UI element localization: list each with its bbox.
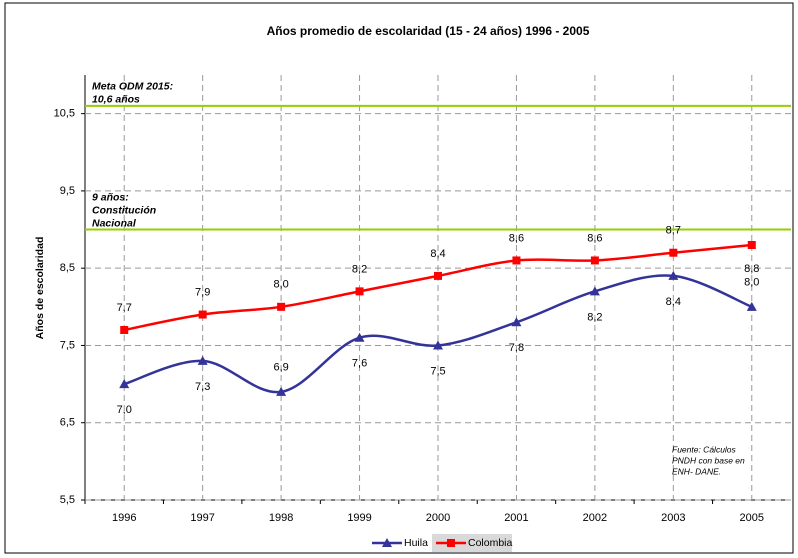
marker xyxy=(512,256,521,265)
data-label: 7,0 xyxy=(117,404,132,416)
reference-label: Nacional xyxy=(92,217,137,229)
marker xyxy=(434,271,442,280)
marker xyxy=(746,301,757,311)
data-label: 8,6 xyxy=(587,232,602,244)
reference-label: Constitución xyxy=(92,204,156,216)
marker xyxy=(276,386,287,396)
y-tick-label: 7,5 xyxy=(60,339,75,351)
data-label: 8,6 xyxy=(509,232,524,244)
source-note: Fuente: Cálculos xyxy=(672,444,737,454)
y-tick-label: 5,5 xyxy=(60,494,75,506)
legend-highlight xyxy=(432,534,512,552)
data-label: 8,4 xyxy=(666,296,681,308)
data-label: 7,3 xyxy=(195,381,210,393)
data-label: 6,9 xyxy=(273,362,288,374)
y-tick-label: 10,5 xyxy=(54,108,75,120)
chart-border xyxy=(4,2,794,554)
x-tick-label: 2001 xyxy=(504,512,528,524)
data-label: 8,0 xyxy=(273,279,288,291)
chart-title: Años promedio de escolaridad (15 - 24 añ… xyxy=(267,24,590,38)
marker xyxy=(447,539,455,547)
y-tick-label: 9,5 xyxy=(60,185,75,197)
data-label: 7,9 xyxy=(195,286,210,298)
marker xyxy=(589,286,600,296)
data-label: 8,2 xyxy=(352,263,367,275)
data-label: 8,2 xyxy=(587,311,602,323)
x-tick-label: 2002 xyxy=(583,512,607,524)
legend-label: Colombia xyxy=(468,537,513,549)
source-note: ENH- DANE. xyxy=(672,466,721,476)
marker xyxy=(382,538,392,547)
marker xyxy=(119,379,130,389)
data-label: 7,7 xyxy=(117,302,132,314)
reference-label: 9 años: xyxy=(92,191,129,203)
y-tick-label: 8,5 xyxy=(60,262,75,274)
marker xyxy=(197,355,208,365)
marker xyxy=(354,332,365,342)
x-tick-label: 1996 xyxy=(112,512,136,524)
marker xyxy=(747,241,756,249)
marker xyxy=(355,287,364,296)
x-tick-label: 2005 xyxy=(740,512,764,524)
marker xyxy=(198,310,207,319)
reference-label: 10,6 años xyxy=(92,94,140,106)
data-label: 8,0 xyxy=(744,277,759,289)
marker xyxy=(120,326,129,334)
marker xyxy=(433,340,443,350)
marker xyxy=(277,302,286,311)
marker xyxy=(590,256,599,265)
data-label: 8,7 xyxy=(666,225,681,237)
x-tick-label: 1997 xyxy=(190,512,214,524)
data-label: 8,8 xyxy=(744,263,759,275)
x-tick-label: 2000 xyxy=(426,512,450,524)
reference-label: Meta ODM 2015: xyxy=(92,81,173,93)
data-label: 7,8 xyxy=(509,342,524,354)
data-label: 7,6 xyxy=(352,358,367,370)
marker xyxy=(669,248,678,257)
data-label: 7,5 xyxy=(430,365,445,377)
y-axis-label: Años de escolaridad xyxy=(34,237,46,340)
x-tick-label: 2003 xyxy=(661,512,685,524)
source-note: PNDH con base en xyxy=(672,455,745,465)
legend-label: Huila xyxy=(404,537,428,549)
y-tick-label: 6,5 xyxy=(60,417,75,429)
marker xyxy=(668,270,679,280)
x-tick-label: 1999 xyxy=(347,512,371,524)
x-tick-label: 1998 xyxy=(269,512,293,524)
marker xyxy=(511,317,522,327)
data-label: 8,4 xyxy=(430,248,445,260)
